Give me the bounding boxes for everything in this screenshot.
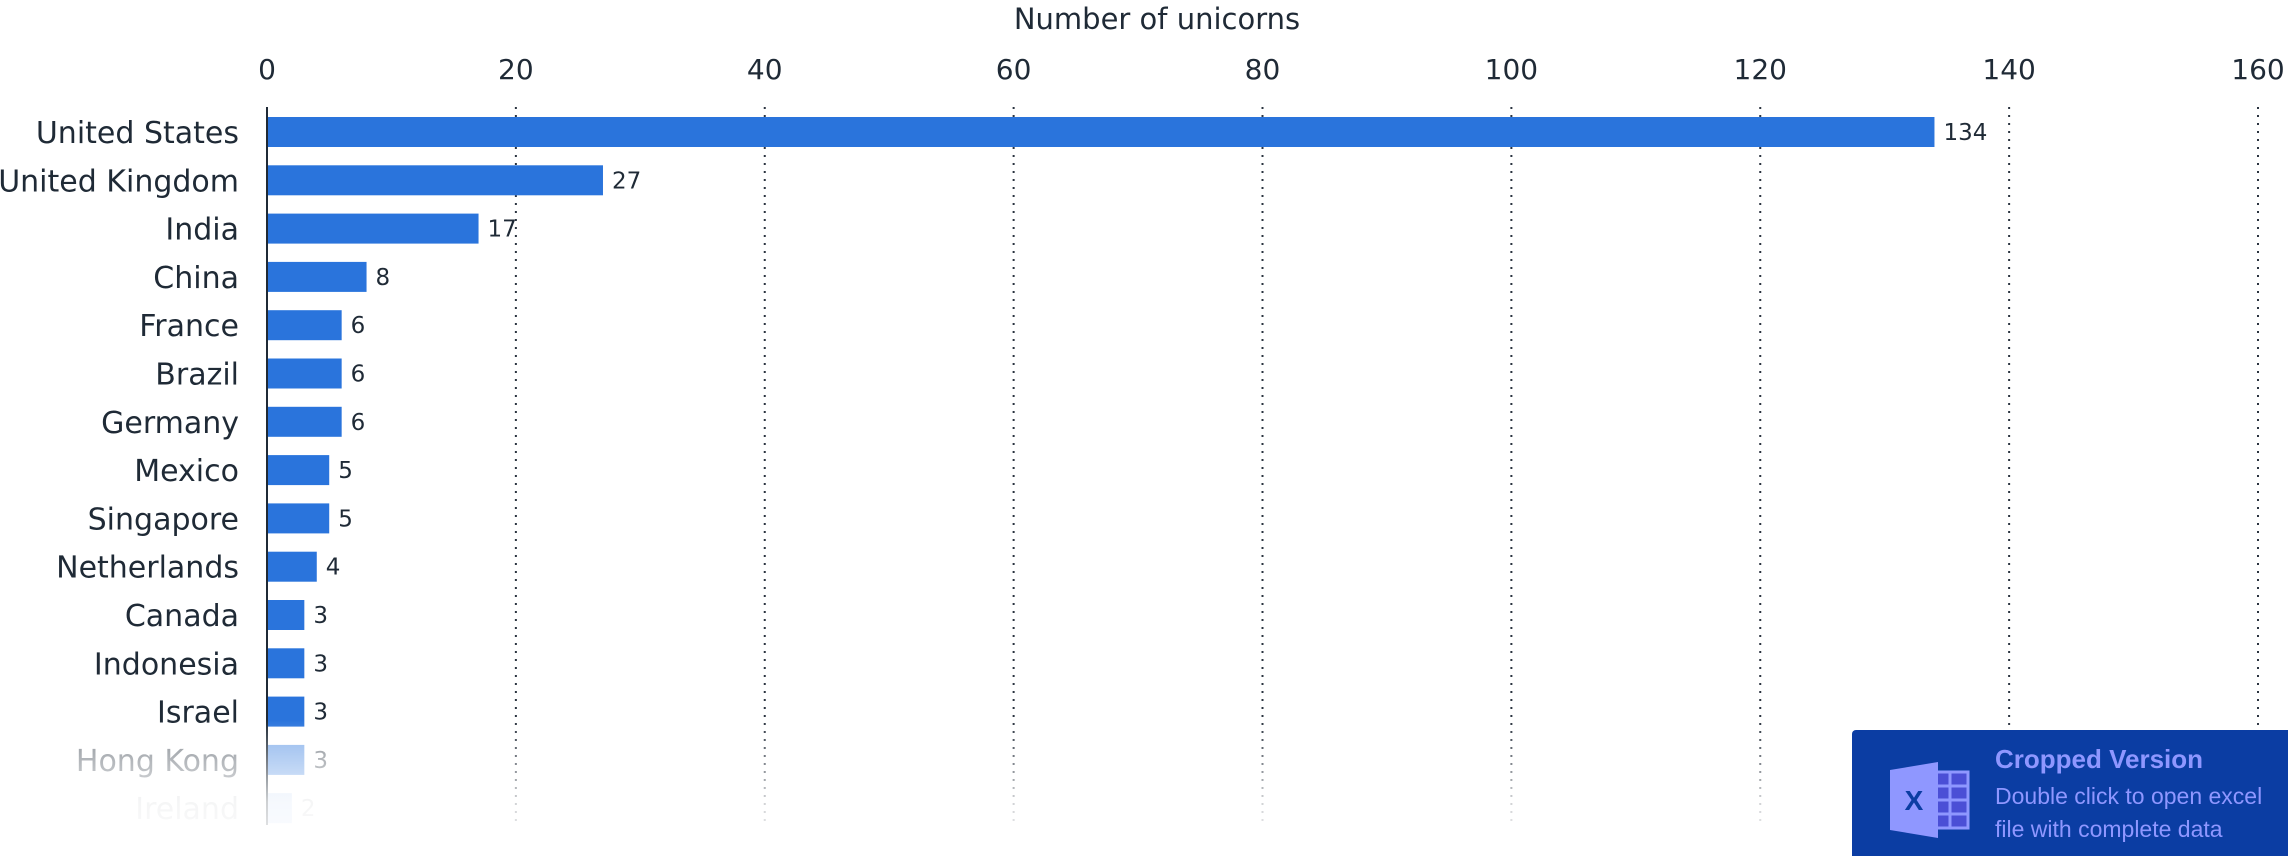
bar [267, 793, 292, 824]
data-label: 6 [351, 410, 366, 436]
bars [267, 117, 1935, 824]
x-tick-label-0: 0 [258, 53, 276, 86]
data-label: 3 [313, 748, 328, 774]
bar [267, 551, 317, 582]
data-label: 3 [313, 700, 328, 726]
x-axis-ticks: 0 20 40 60 80 100 120 140 160 [258, 53, 2285, 86]
x-tick-label-40: 40 [747, 53, 783, 86]
category-label: Brazil [155, 358, 239, 393]
category-label: United Kingdom [0, 164, 239, 199]
excel-icon: X [1890, 762, 1970, 838]
x-tick-label-100: 100 [1485, 53, 1538, 86]
data-label: 2 [301, 796, 316, 822]
data-label: 6 [351, 362, 366, 388]
category-label: India [165, 213, 239, 248]
bar [267, 310, 342, 341]
category-label: Canada [125, 599, 239, 634]
x-tick-label-20: 20 [498, 53, 534, 86]
gridlines [514, 107, 2259, 825]
bar [267, 117, 1935, 147]
data-label: 4 [326, 555, 341, 581]
bar [267, 165, 603, 196]
x-tick-label-120: 120 [1734, 53, 1787, 86]
cropped-version-banner[interactable]: X Cropped Version Double click to open e… [1852, 730, 2288, 856]
bar [267, 503, 330, 534]
category-label: United States [36, 116, 239, 151]
category-label: Netherlands [56, 551, 239, 586]
data-label: 5 [338, 506, 353, 532]
bar [267, 406, 342, 437]
category-label: Singapore [88, 502, 239, 537]
category-label: France [139, 309, 239, 344]
x-tick-label-140: 140 [1982, 53, 2035, 86]
bar [267, 648, 305, 679]
bar [267, 600, 305, 630]
data-label: 5 [338, 458, 353, 484]
svg-text:X: X [1905, 785, 1924, 816]
bar [267, 455, 330, 486]
bar [267, 261, 367, 292]
data-label: 6 [351, 313, 366, 339]
data-label: 134 [1943, 120, 1987, 146]
data-label: 27 [612, 168, 641, 194]
data-label: 3 [313, 651, 328, 677]
x-axis-title: Number of unicorns [1014, 2, 1300, 36]
x-tick-label-80: 80 [1245, 53, 1281, 86]
category-label: China [153, 261, 239, 296]
category-label: Ireland [135, 792, 239, 827]
x-tick-label-60: 60 [996, 53, 1032, 86]
category-label: Germany [101, 406, 239, 441]
banner-line-2: file with complete data [1995, 816, 2223, 842]
data-label: 8 [376, 265, 391, 291]
data-label: 17 [488, 217, 517, 243]
category-label: Israel [157, 696, 239, 731]
category-label: Hong Kong [76, 744, 239, 779]
banner-title: Cropped Version [1995, 744, 2204, 774]
bar [267, 213, 479, 244]
bar [267, 358, 342, 389]
x-tick-label-160: 160 [2231, 53, 2284, 86]
category-label: Mexico [134, 454, 239, 489]
data-label: 3 [313, 603, 328, 629]
bar [267, 744, 305, 775]
bar [267, 696, 305, 727]
category-label: Indonesia [94, 647, 239, 682]
banner-line-1: Double click to open excel [1995, 783, 2263, 809]
